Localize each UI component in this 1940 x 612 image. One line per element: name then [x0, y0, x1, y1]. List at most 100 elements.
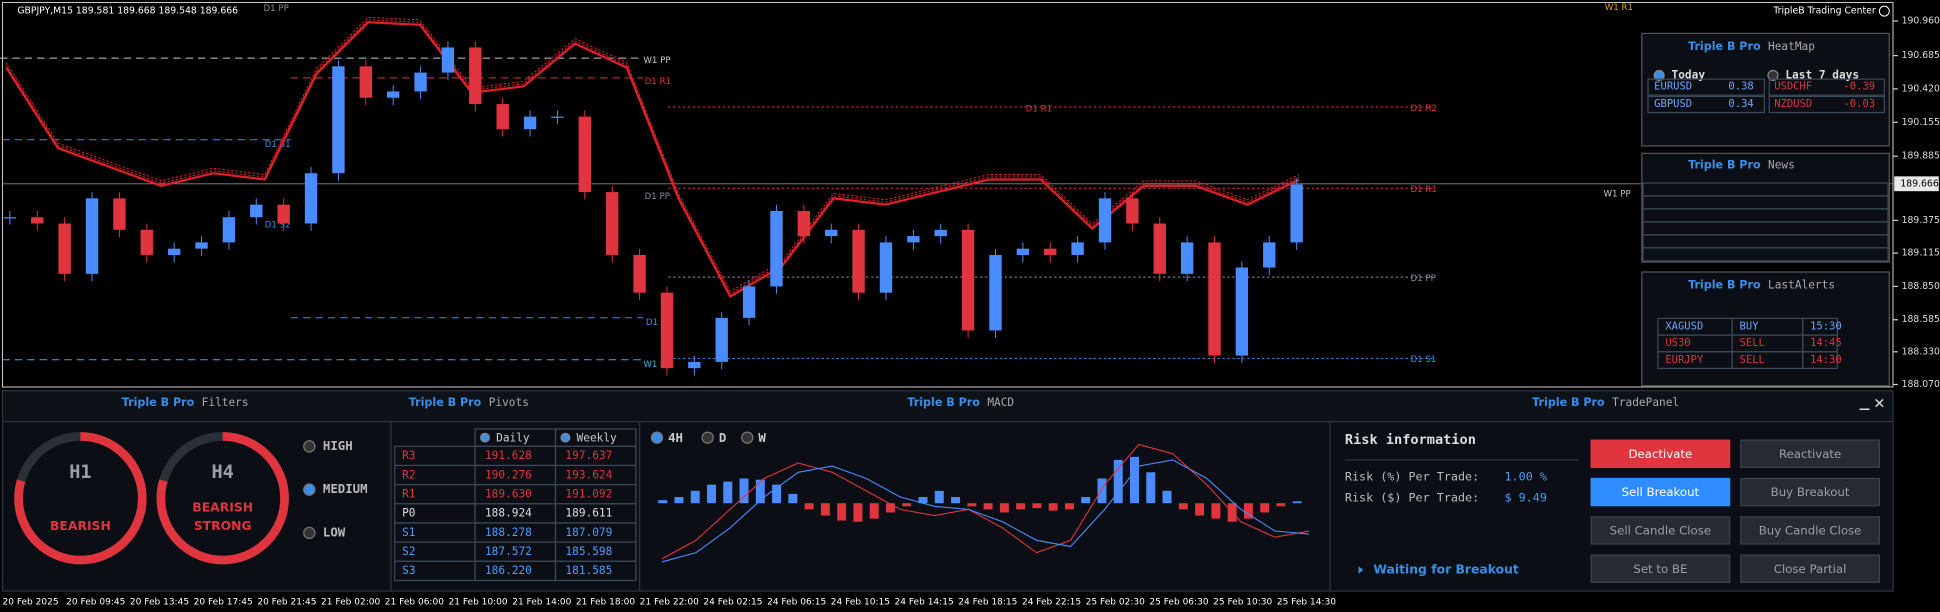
x-tick-label: 20 Feb 2025 [2, 598, 58, 608]
macd-bar [885, 503, 895, 513]
button-label[interactable]: Sell Candle Close [1610, 524, 1711, 538]
pivot-text: 185.598 [565, 545, 612, 558]
radio[interactable] [1767, 69, 1779, 81]
radio-label[interactable]: HIGH [323, 439, 353, 453]
panel [1641, 32, 1890, 147]
pivot-label: D1 R1 [1026, 104, 1052, 114]
button[interactable] [1740, 516, 1880, 545]
macd-bar [1195, 503, 1205, 516]
candle [578, 116, 592, 193]
candle [1290, 184, 1303, 243]
gauge-state: BEARISH [192, 501, 253, 515]
pivot-label: W1 S1 [643, 360, 671, 370]
button[interactable] [1740, 439, 1880, 468]
panel-title: HeatMap [1768, 40, 1815, 53]
close-icon[interactable] [1875, 398, 1884, 408]
macd-bar [804, 503, 814, 510]
candle [167, 248, 181, 255]
candle [989, 254, 1002, 331]
pivot-text: 187.079 [565, 526, 612, 539]
button[interactable] [1740, 554, 1880, 583]
button-label[interactable]: Buy Breakout [1771, 485, 1850, 499]
pivot-text: 190.276 [485, 468, 532, 481]
heat-row [1768, 78, 1885, 96]
x-tick-label: 21 Feb 10:00 [449, 598, 508, 608]
radio-label[interactable]: D [719, 431, 726, 445]
button-label[interactable]: Buy Candle Close [1759, 524, 1862, 538]
x-tick-label: 21 Feb 06:00 [385, 598, 444, 608]
candle [414, 72, 427, 92]
radio-label[interactable]: Today [1672, 68, 1706, 81]
heat-cell: USDCHF [1774, 81, 1812, 93]
news-row [1642, 247, 1889, 262]
candle [1044, 248, 1057, 255]
macd-bar [723, 481, 733, 504]
pivot-label: D1 R1 [1410, 185, 1436, 195]
radio[interactable] [480, 432, 490, 443]
pivot-text: 187.572 [485, 545, 532, 558]
risk-value: $ 9.49 [1504, 491, 1546, 505]
button[interactable] [1590, 554, 1731, 583]
candle [58, 223, 71, 274]
symbol-info: GBPJPY,M15 189.581 189.668 189.548 189.6… [17, 6, 238, 17]
candle [1263, 242, 1276, 268]
radio[interactable] [1653, 69, 1665, 81]
pivot-label: D1 S2 [265, 221, 291, 231]
macd-bar [1113, 459, 1123, 504]
radio[interactable] [560, 432, 571, 443]
candle [551, 116, 564, 118]
x-tick-label: 25 Feb 02:30 [1086, 598, 1145, 608]
radio-label[interactable]: W [758, 431, 766, 445]
radio[interactable] [701, 431, 714, 444]
macd-bar [951, 497, 961, 504]
radio-label[interactable]: Last 7 days [1785, 68, 1859, 81]
radio[interactable] [303, 526, 316, 540]
macd-bar [853, 503, 863, 522]
radio-label[interactable]: 4H [668, 431, 683, 445]
pivot-label: W1 PP [1603, 190, 1630, 200]
x-tick-label: 24 Feb 18:15 [958, 598, 1017, 608]
alert-text: SELL [1740, 337, 1765, 349]
gauge-timeframe: H4 [212, 462, 234, 483]
heat-cell: -0.03 [1843, 98, 1875, 110]
pivot-text: S2 [402, 545, 415, 558]
macd-line [661, 459, 1310, 563]
section-brand: Triple B Pro [907, 396, 980, 409]
gauge-state: STRONG [194, 519, 252, 533]
risk-label: Risk (%) Per Trade: [1345, 470, 1479, 484]
radio-label[interactable]: LOW [323, 525, 346, 539]
radio[interactable] [303, 440, 316, 453]
radio[interactable] [303, 483, 316, 496]
x-tick-label: 25 Feb 14:30 [1277, 598, 1336, 608]
radio[interactable] [741, 431, 754, 444]
pivot-text: P0 [402, 507, 415, 520]
macd-bar [967, 503, 977, 507]
chart-frame [1, 1, 1894, 388]
button-label[interactable]: Set to BE [1633, 562, 1687, 576]
button-label[interactable]: Deactivate [1629, 447, 1693, 461]
x-tick-label: 20 Feb 21:45 [257, 598, 316, 608]
button[interactable] [1590, 439, 1731, 468]
time-axis [0, 592, 1940, 612]
radio[interactable] [650, 431, 664, 444]
x-tick-label: 20 Feb 09:45 [66, 598, 125, 608]
panel [1641, 271, 1890, 387]
button-label[interactable]: Close Partial [1774, 562, 1847, 576]
button-label[interactable]: Reactivate [1779, 447, 1841, 461]
button[interactable] [1590, 516, 1731, 545]
alert-text: US30 [1665, 337, 1690, 349]
button[interactable] [1740, 477, 1880, 507]
pivot-text: 197.637 [565, 449, 612, 462]
button-label[interactable]: Sell Breakout [1622, 485, 1700, 499]
button[interactable] [1590, 477, 1731, 507]
macd-bar [1016, 503, 1026, 510]
candle [797, 210, 811, 237]
heat-cell: NZDUSD [1774, 98, 1812, 110]
pivot-text: 191.628 [485, 449, 532, 462]
brand-icon [1878, 5, 1890, 17]
radio-label[interactable]: MEDIUM [323, 482, 368, 496]
section-brand: Triple B Pro [122, 396, 195, 409]
panel-brand: Triple B Pro [1688, 159, 1761, 172]
band-line [5, 21, 1300, 299]
